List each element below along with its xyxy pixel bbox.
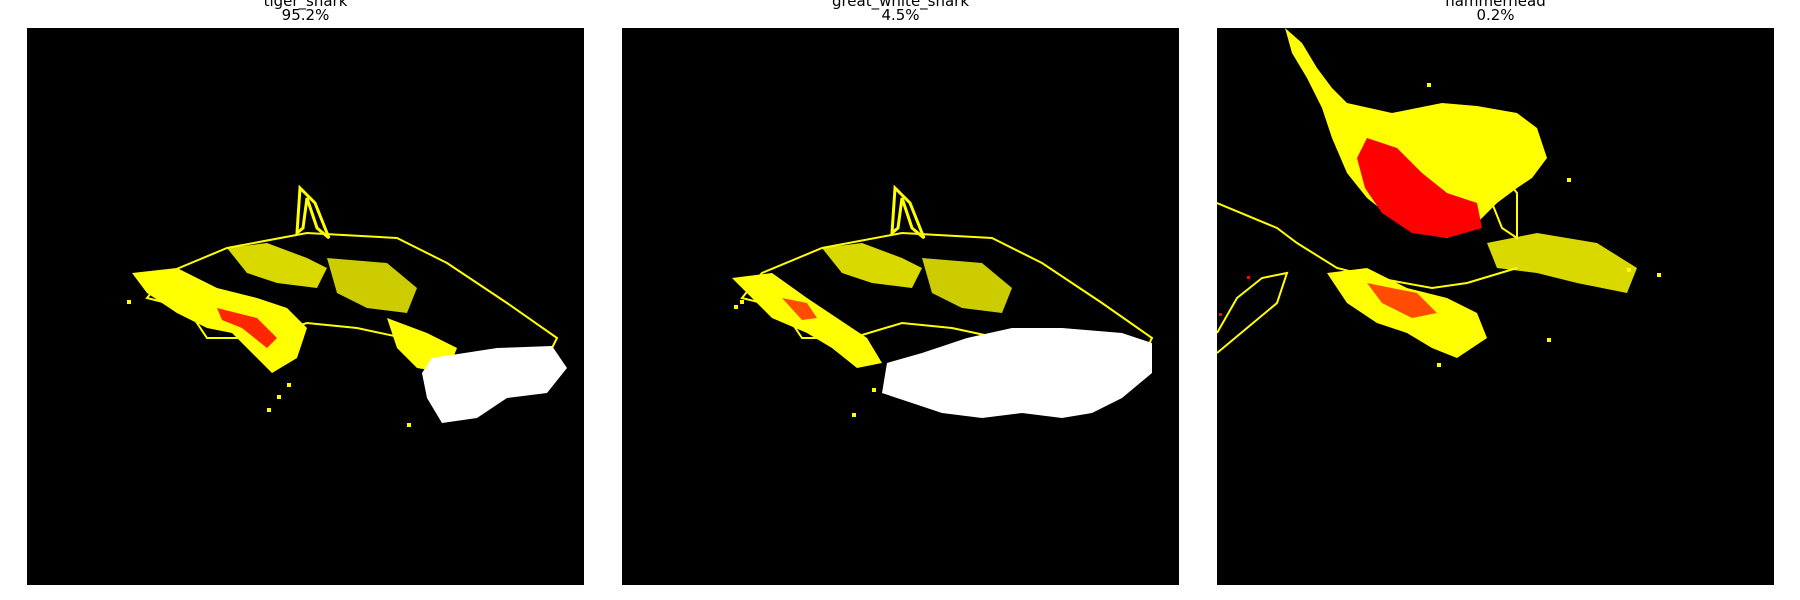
panel-score: 0.2% xyxy=(1476,6,1515,24)
shark-saliency-image xyxy=(622,28,1179,585)
saliency-map xyxy=(27,28,584,585)
shark-saliency-image xyxy=(1217,28,1774,585)
panel-score: 95.2% xyxy=(281,6,330,24)
panel-title: hammerhead xyxy=(1445,0,1546,10)
panel-hammerhead: hammerhead 0.2% xyxy=(1217,0,1774,588)
panel-tiger-shark: tiger_shark 95.2% xyxy=(27,0,584,588)
panel-title: great_white_shark xyxy=(831,0,970,10)
panel-score: 4.5% xyxy=(881,6,920,24)
saliency-map xyxy=(1217,28,1774,585)
saliency-map xyxy=(622,28,1179,585)
shark-saliency-image xyxy=(27,28,584,585)
panel-title: tiger_shark xyxy=(263,0,348,10)
panel-great-white-shark: great_white_shark 4.5% xyxy=(622,0,1179,588)
